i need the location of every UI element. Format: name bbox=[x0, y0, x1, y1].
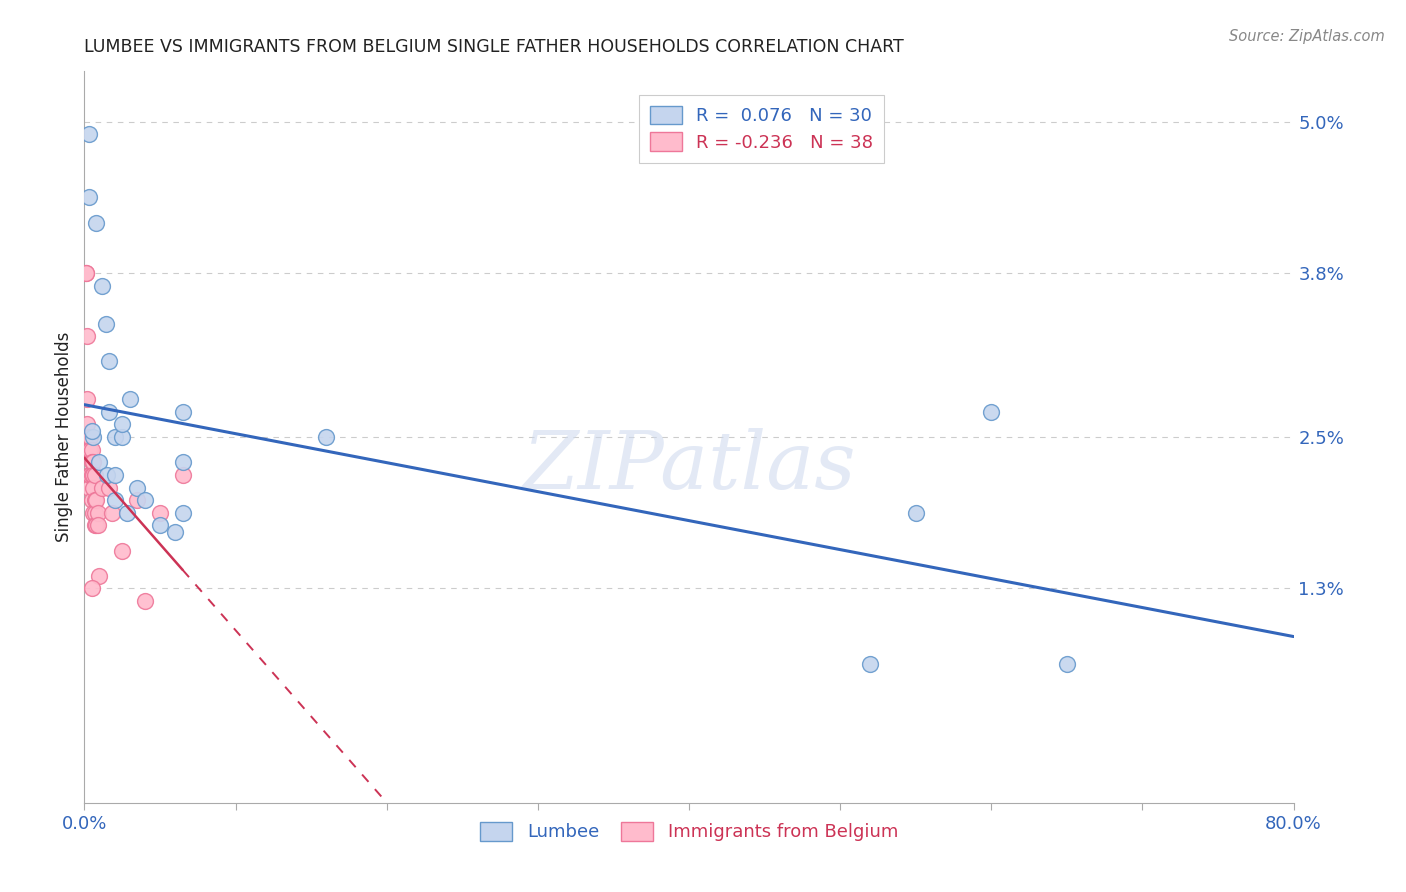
Legend: Lumbee, Immigrants from Belgium: Lumbee, Immigrants from Belgium bbox=[472, 814, 905, 848]
Point bbox=[84, 467, 107, 482]
Point bbox=[127, 481, 149, 495]
Point bbox=[149, 518, 172, 533]
Point bbox=[904, 506, 927, 520]
Point bbox=[97, 481, 120, 495]
Point bbox=[80, 467, 103, 482]
Point bbox=[96, 467, 118, 482]
Point bbox=[1056, 657, 1078, 671]
Point bbox=[315, 430, 337, 444]
Point bbox=[80, 424, 103, 438]
Point bbox=[77, 128, 100, 142]
Point bbox=[100, 506, 122, 520]
Point bbox=[91, 481, 114, 495]
Text: Source: ZipAtlas.com: Source: ZipAtlas.com bbox=[1229, 29, 1385, 44]
Point bbox=[80, 442, 103, 457]
Point bbox=[82, 455, 104, 469]
Point bbox=[82, 506, 104, 520]
Point bbox=[75, 266, 97, 280]
Point bbox=[86, 518, 108, 533]
Point bbox=[111, 430, 134, 444]
Point bbox=[172, 467, 194, 482]
Point bbox=[77, 190, 100, 204]
Point bbox=[82, 430, 104, 444]
Point bbox=[77, 442, 100, 457]
Point bbox=[104, 467, 127, 482]
Point bbox=[980, 405, 1002, 419]
Point bbox=[87, 506, 110, 520]
Point bbox=[118, 392, 141, 407]
Point bbox=[77, 430, 100, 444]
Point bbox=[80, 493, 103, 508]
Point bbox=[76, 329, 98, 343]
Point bbox=[79, 467, 101, 482]
Point bbox=[76, 417, 98, 432]
Point bbox=[84, 506, 107, 520]
Point bbox=[172, 405, 194, 419]
Point bbox=[79, 442, 101, 457]
Text: ZIPatlas: ZIPatlas bbox=[522, 427, 856, 505]
Point bbox=[84, 518, 107, 533]
Y-axis label: Single Father Households: Single Father Households bbox=[55, 332, 73, 542]
Point bbox=[111, 417, 134, 432]
Point bbox=[127, 493, 149, 508]
Point bbox=[149, 506, 172, 520]
Point bbox=[172, 506, 194, 520]
Point bbox=[859, 657, 882, 671]
Point bbox=[82, 467, 104, 482]
Point bbox=[89, 455, 111, 469]
Point bbox=[87, 518, 110, 533]
Point bbox=[97, 405, 120, 419]
Text: LUMBEE VS IMMIGRANTS FROM BELGIUM SINGLE FATHER HOUSEHOLDS CORRELATION CHART: LUMBEE VS IMMIGRANTS FROM BELGIUM SINGLE… bbox=[84, 38, 904, 56]
Point bbox=[104, 493, 127, 508]
Point bbox=[134, 594, 156, 608]
Point bbox=[75, 266, 97, 280]
Point bbox=[115, 506, 138, 520]
Point bbox=[134, 493, 156, 508]
Point bbox=[111, 543, 134, 558]
Point bbox=[77, 481, 100, 495]
Point bbox=[77, 467, 100, 482]
Point bbox=[82, 481, 104, 495]
Point bbox=[104, 430, 127, 444]
Point bbox=[89, 569, 111, 583]
Point bbox=[91, 278, 114, 293]
Point bbox=[86, 216, 108, 230]
Point bbox=[76, 392, 98, 407]
Point bbox=[97, 354, 120, 368]
Point bbox=[84, 493, 107, 508]
Point bbox=[86, 493, 108, 508]
Point bbox=[94, 317, 117, 331]
Point bbox=[80, 582, 103, 596]
Point bbox=[80, 455, 103, 469]
Point bbox=[165, 524, 187, 539]
Point bbox=[79, 430, 101, 444]
Point bbox=[172, 455, 194, 469]
